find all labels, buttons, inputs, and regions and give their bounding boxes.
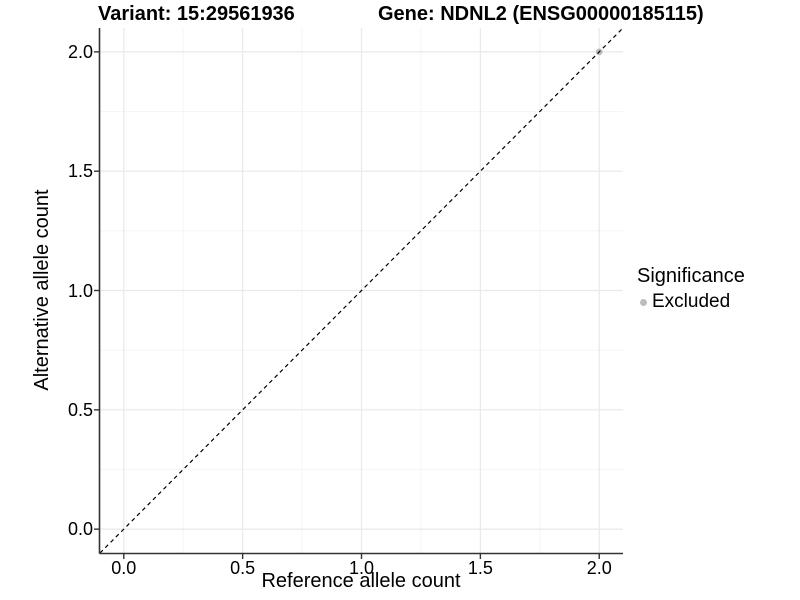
y-tick-label: 1.5: [67, 161, 93, 182]
y-tick-label: 2.0: [67, 41, 93, 62]
legend-key-point-icon: [640, 298, 647, 306]
plot-title-variant: Variant: 15:29561936: [98, 3, 295, 25]
legend-item-label: Excluded: [652, 291, 731, 312]
y-tick-label: 0.5: [67, 399, 93, 420]
x-tick-label: 0.0: [111, 558, 137, 578]
plot-title-gene: Gene: NDNL2 (ENSG00000185115): [378, 3, 704, 25]
y-tick-label: 1.0: [67, 280, 93, 301]
x-axis-title: Reference allele count: [261, 570, 461, 592]
legend-item-excluded: Excluded: [637, 291, 745, 313]
x-tick-label: 1.5: [467, 558, 493, 578]
legend: Significance Excluded: [637, 265, 745, 313]
legend-title: Significance: [637, 265, 745, 287]
x-tick-label: 0.5: [230, 558, 256, 578]
x-tick-label: 1.0: [348, 558, 375, 578]
y-tick-label: 0.0: [67, 519, 93, 540]
x-tick-label: 2.0: [586, 558, 612, 578]
identity-line: [99, 27, 624, 554]
